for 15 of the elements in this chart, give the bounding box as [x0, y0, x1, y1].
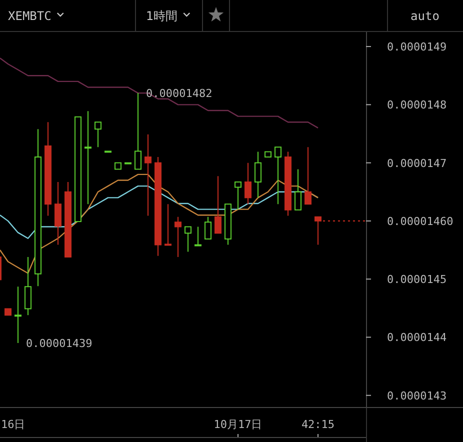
y-tick-label: 0.0000143 [387, 389, 447, 402]
chart-title: XEMBTC [8, 9, 52, 23]
y-tick-label: 0.00001460 [387, 214, 454, 228]
text: auto [410, 9, 440, 23]
annotation: 0.00001439 [26, 337, 92, 350]
annotation: 0.00001482 [146, 87, 212, 100]
y-tick-label: 0.0000147 [387, 156, 447, 170]
y-tick-label: 0.0000149 [387, 40, 447, 54]
x-tick-label: 10月17日 [214, 418, 262, 431]
y-tick-label: 0.0000145 [387, 273, 447, 286]
y-tick-label: 0.0000144 [387, 331, 447, 344]
chart-subtitle: 1時間 [146, 9, 178, 23]
x-tick-label: 42:15 [301, 418, 335, 431]
y-tick-label: 0.0000148 [387, 98, 447, 112]
x-tick-label: 16日 [1, 418, 26, 431]
